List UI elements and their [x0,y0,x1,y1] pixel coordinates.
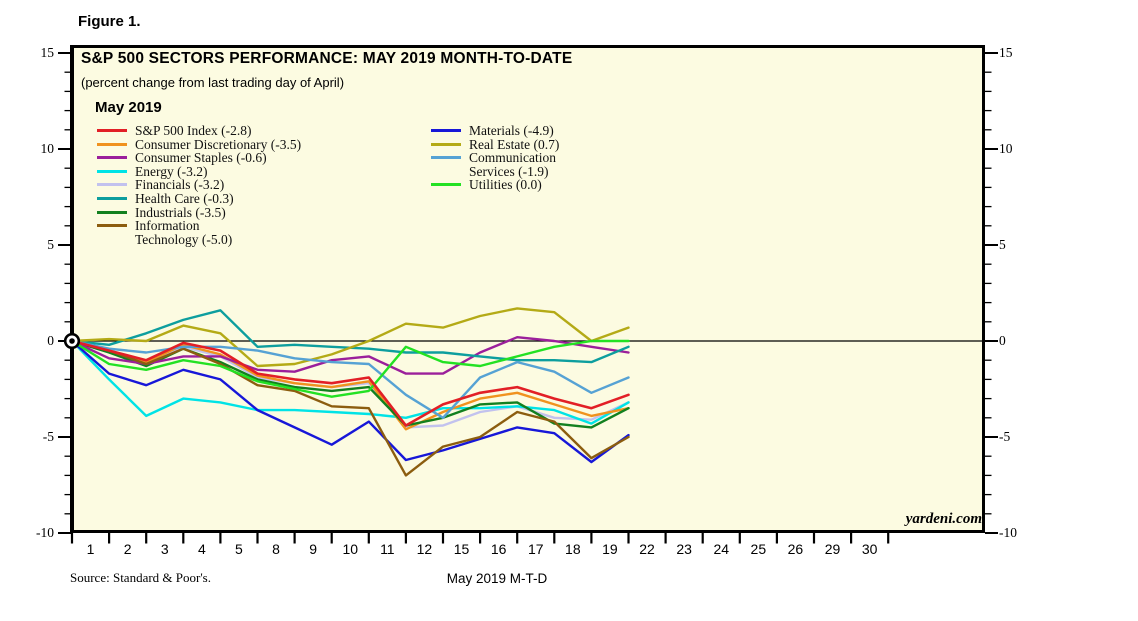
y-axis-label: -5 [999,429,1011,444]
legend-column-1: S&P 500 Index (-2.8) Consumer Discretiona… [97,124,301,246]
x-axis-label: 2 [123,541,132,557]
legend-item-staples: Consumer Staples (-0.6) [97,151,301,165]
x-axis-label: 1 [86,541,95,557]
y-axis-label: 0 [47,333,54,348]
legend-label: Communication Services (-1.9) [469,150,556,179]
legend-item-materials: Materials (-4.9) [431,124,559,138]
x-axis-label: 19 [602,541,618,557]
legend-item-utilities: Utilities (0.0) [431,178,559,192]
x-axis-label: 26 [787,541,804,557]
legend-label: Materials (-4.9) [469,123,554,138]
legend-swatch-icon [431,129,461,132]
legend-label: Industrials (-3.5) [135,204,226,220]
x-axis-label: 23 [676,541,692,557]
x-axis-label: 10 [342,541,359,557]
legend-swatch-icon [97,210,127,214]
legend-title: May 2019 [95,99,162,116]
legend-swatch-icon [97,142,127,146]
y-axis-label: -10 [36,525,54,540]
legend-label: Consumer Discretionary (-3.5) [135,136,302,152]
x-axis-label: 25 [750,541,767,557]
chart-subtitle: (percent change from last trading day of… [81,75,345,90]
legend-item-realestate: Real Estate (0.7) [431,136,560,152]
y-axis-label: 5 [47,237,54,252]
legend-item-infotech: Information Technology (-5.0) [97,219,301,246]
x-axis-label: 5 [235,541,243,557]
y-axis-label: 10 [999,141,1013,156]
x-axis-label: 12 [416,541,433,557]
x-axis-label: 11 [380,541,395,557]
x-axis-label: 18 [565,541,581,557]
legend-label: Real Estate (0.7) [469,136,560,152]
legend-swatch-icon [431,142,461,146]
legend-item-commsvc: Communication Services (-1.9) [431,151,559,178]
legend-swatch-icon [97,183,127,187]
x-axis-label: 15 [453,541,470,557]
x-axis-label: 4 [197,541,206,557]
source-note: Source: Standard & Poor's. [70,570,211,585]
legend-item-consdisc: Consumer Discretionary (-3.5) [97,136,302,152]
legend-item-financials: Financials (-3.2) [97,178,301,192]
legend-column-2: Materials (-4.9) Real Estate (0.7) Communi… [431,124,559,192]
legend-label: Health Care (-0.3) [135,190,234,206]
x-axis-label: 30 [861,541,878,557]
y-axis-label: -5 [42,429,54,444]
legend-swatch-icon [97,224,127,228]
y-axis-label: 5 [999,237,1006,252]
legend-swatch-icon [97,169,127,173]
legend-label: S&P 500 Index (-2.8) [135,123,252,138]
chart-plot-area [70,45,985,533]
chart-title: S&P 500 SECTORS PERFORMANCE: MAY 2019 MO… [81,50,573,67]
legend-swatch-icon [97,196,127,200]
x-axis-label: 17 [527,541,544,557]
legend-swatch-icon [97,156,127,160]
legend-item-sp500: S&P 500 Index (-2.8) [97,124,301,138]
y-axis-label: 15 [999,45,1013,60]
legend-label: Financials (-3.2) [135,177,225,193]
y-axis-label: 15 [40,45,55,60]
legend-label: Utilities (0.0) [469,177,542,193]
legend-label: Consumer Staples (-0.6) [135,150,267,166]
legend-label: Energy (-3.2) [135,163,208,179]
watermark: yardeni.com [905,511,982,527]
x-axis-label: 22 [639,541,655,557]
figure-label: Figure 1. [78,13,141,30]
x-axis-label: 8 [272,541,280,557]
x-axis-label: 3 [160,541,169,557]
x-axis-label: 9 [309,541,318,557]
y-axis-label: 10 [40,141,55,156]
x-axis-title: May 2019 M-T-D [446,571,548,586]
x-axis-label: 29 [824,541,841,557]
legend-label: Information Technology (-5.0) [135,218,233,247]
legend-swatch-icon [97,129,127,132]
legend-swatch-icon [431,183,461,187]
x-axis-label: 16 [490,541,507,557]
legend-swatch-icon [431,156,461,160]
legend-item-healthcare: Health Care (-0.3) [97,192,301,206]
x-axis-label: 24 [713,541,730,557]
legend-item-industrials: Industrials (-3.5) [97,204,301,220]
y-axis-label: 0 [999,333,1006,348]
y-axis-label: -10 [999,525,1017,540]
legend-item-energy: Energy (-3.2) [97,165,301,179]
